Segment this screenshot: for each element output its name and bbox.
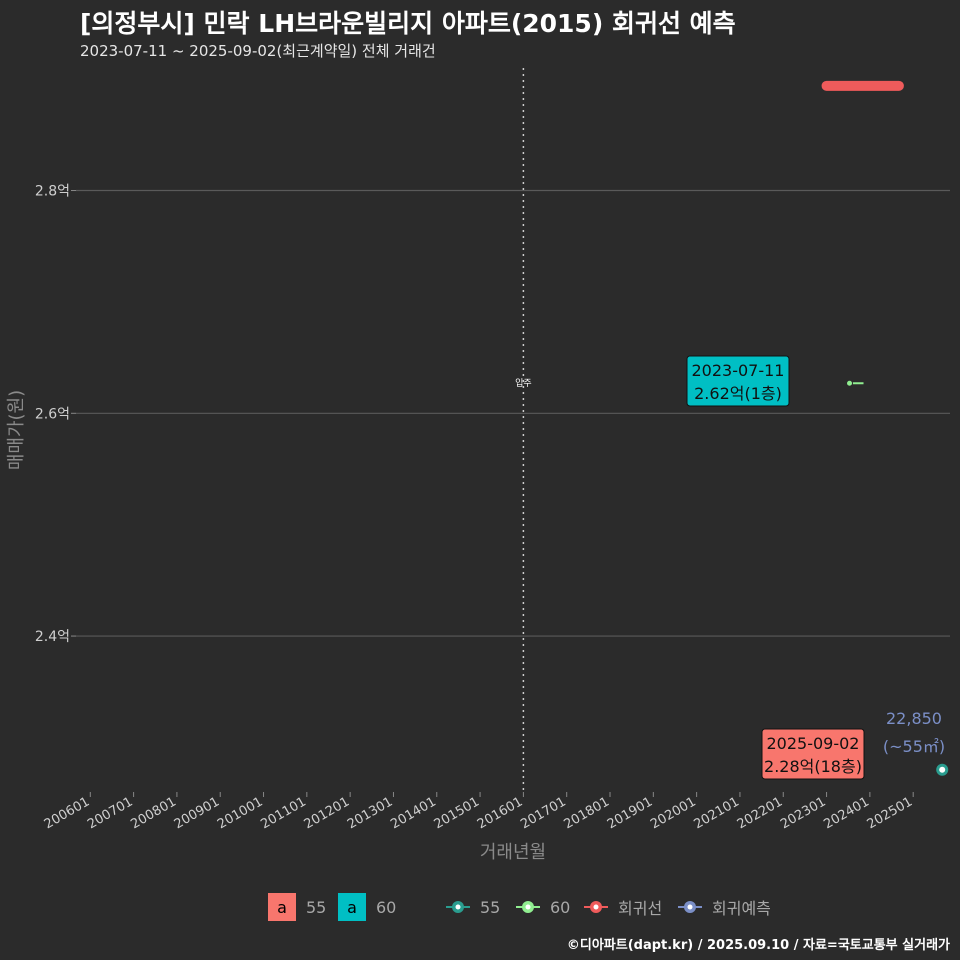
series-60-point[interactable] — [846, 379, 854, 387]
label-layer: 2023-07-11 2.62억(1층) 2025-09-02 2.28억(18층) 2… — [686, 355, 945, 780]
mark-layer — [821, 80, 949, 776]
chart-subtitle: 2023-07-11 ~ 2025-09-02(최근계약일) 전체 거래건 — [80, 42, 436, 60]
legend-fill-60[interactable]: a 60 — [338, 890, 396, 924]
legend-line-forecast-key — [678, 901, 702, 913]
x-tick-label: 201501 — [432, 794, 482, 832]
legend-line-55-label: 55 — [480, 897, 501, 917]
x-tick-label: 202401 — [821, 794, 871, 832]
x-tick-label: 201001 — [215, 794, 265, 832]
legend-fill-55[interactable]: a 55 — [268, 890, 326, 924]
x-tick-label: 202501 — [865, 794, 915, 832]
x-tick-label: 202101 — [691, 794, 741, 832]
x-tick-label: 201101 — [258, 794, 308, 832]
legend-line-forecast-label: 회귀예측 — [712, 899, 771, 918]
legend-fill-60-label: 60 — [376, 897, 397, 917]
legend-line-regression-key — [584, 901, 608, 913]
x-tick-label: 202001 — [648, 794, 698, 832]
legend-line-60-key — [516, 901, 540, 913]
grid-layer — [76, 189, 950, 637]
annotation-55-value: 2.28억(18층) — [764, 757, 862, 776]
legend-line-55-key — [446, 901, 470, 913]
x-tick-label: 200601 — [42, 794, 92, 832]
legend-line-regression-label: 회귀선 — [618, 899, 663, 918]
x-tick-label: 200701 — [85, 794, 135, 832]
annotation-55-date: 2025-09-02 — [767, 734, 860, 753]
legend-fill-60-key: a — [338, 893, 366, 921]
legend-line-60[interactable]: 60 — [514, 890, 570, 924]
chart-title: [의정부시] 민락 LH브라운빌리지 아파트(2015) 회귀선 예측 — [80, 9, 736, 38]
legend-fill-55-label: 55 — [306, 897, 327, 917]
area-label: (~55㎡) — [883, 737, 945, 756]
legend-line-55[interactable]: 55 — [444, 890, 500, 924]
y-tick-label: 2.8억 — [35, 184, 70, 200]
x-tick-label: 201601 — [475, 794, 525, 832]
x-axis-title: 거래년월 — [480, 842, 546, 863]
series-55-point-core — [939, 766, 946, 773]
legend: a 55 a 60 55 60 회귀선 회귀예측 — [0, 890, 960, 924]
x-tick-label: 202201 — [735, 794, 785, 832]
annotation-55-box — [761, 728, 865, 780]
x-tick-label: 201901 — [605, 794, 655, 832]
x-tick-label: 200901 — [172, 794, 222, 832]
x-tick-label: 201201 — [302, 794, 352, 832]
legend-line-regression[interactable]: 회귀선 — [582, 890, 662, 924]
annotation-60-box — [686, 355, 790, 407]
reference-layer: 입주 — [515, 68, 532, 792]
legend-fill-55-key: a — [268, 893, 296, 921]
legend-line-forecast[interactable]: 회귀예측 — [676, 890, 771, 924]
annotation-60-date: 2023-07-11 — [692, 361, 785, 380]
y-tick-label: 2.6억 — [35, 406, 70, 422]
x-tick-label: 201801 — [562, 794, 612, 832]
x-tick-label: 201701 — [518, 794, 568, 832]
y-axis-title: 매매가(원) — [6, 390, 27, 470]
x-tick-label: 202301 — [778, 794, 828, 832]
x-tick-label: 200801 — [128, 794, 178, 832]
footer-credit: ©디아파트(dapt.kr) / 2025.09.10 / 자료=국토교통부 실… — [566, 938, 950, 953]
y-tick-label: 2.4억 — [35, 629, 70, 645]
annotation-60-value: 2.62억(1층) — [694, 384, 782, 403]
price-label: 22,850 — [886, 709, 942, 728]
x-tick-label: 201401 — [388, 794, 438, 832]
legend-line-60-label: 60 — [550, 897, 571, 917]
x-tick-label: 201301 — [345, 794, 395, 832]
move-in-label: 입주 — [515, 377, 532, 389]
